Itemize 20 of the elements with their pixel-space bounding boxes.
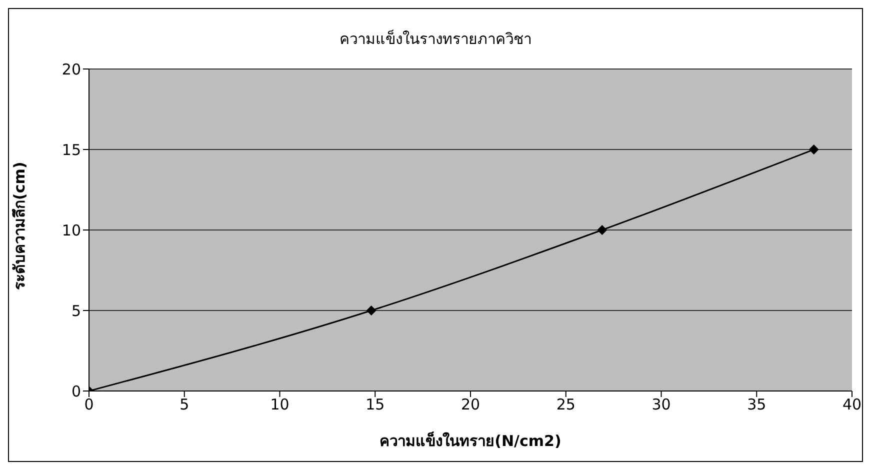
y-tick-label: 15 (62, 140, 81, 159)
x-tick-label: 10 (270, 396, 290, 414)
x-tick-label: 35 (747, 396, 766, 414)
x-tick-label: 5 (180, 396, 190, 414)
y-tick-label: 20 (62, 60, 81, 78)
x-tick-label: 40 (842, 396, 862, 414)
x-tick-label: 15 (366, 396, 385, 414)
x-tick-label: 30 (652, 396, 671, 414)
chart-title: ความแข็งในรางทรายภาควิชา (338, 28, 532, 50)
x-tick-label: 0 (84, 396, 94, 414)
point (808, 144, 819, 154)
x-tick-label: 20 (460, 396, 480, 414)
x-axis-title: ความแข็งในทราย(N/cm2) (380, 431, 562, 450)
y-tick-label: 10 (62, 221, 81, 240)
y-tick-label: 5 (71, 302, 81, 320)
y-axis-title: ระดับความลึก(cm) (10, 162, 28, 290)
x-tick-label: 25 (556, 396, 576, 414)
point (366, 306, 376, 316)
y-tick-label: 0 (71, 382, 81, 400)
point (597, 225, 608, 235)
